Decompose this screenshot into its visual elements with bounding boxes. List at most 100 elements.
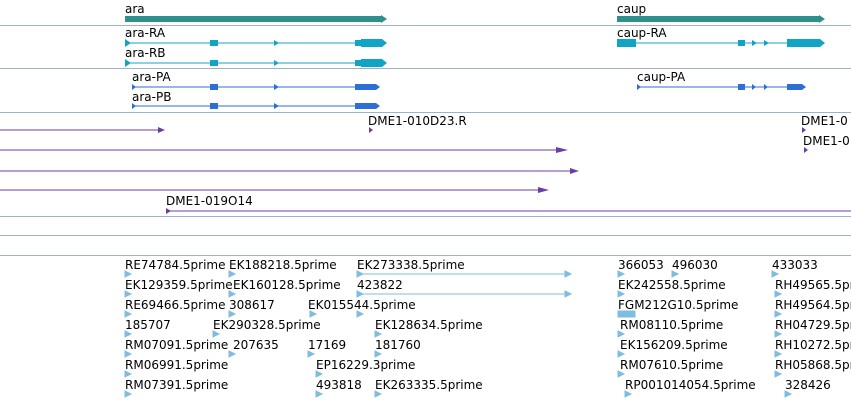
est-label[interactable]: RM07391.5prime xyxy=(125,378,229,392)
est-marker[interactable] xyxy=(671,270,680,278)
est-marker[interactable] xyxy=(564,270,573,278)
protein-ara-PB[interactable] xyxy=(132,103,380,109)
est-label[interactable]: RE69466.5prime xyxy=(125,298,226,312)
est-marker[interactable] xyxy=(564,290,573,298)
est-label[interactable]: 17169 xyxy=(308,338,347,352)
est-label[interactable]: 366053 xyxy=(618,258,664,272)
est-marker[interactable] xyxy=(124,290,133,298)
transcript-caup-RA[interactable] xyxy=(617,39,825,47)
protein-label-ara-PA[interactable]: ara-PA xyxy=(132,70,171,84)
est-marker[interactable] xyxy=(374,350,383,358)
est-marker[interactable] xyxy=(124,370,133,378)
clone-line-4[interactable] xyxy=(0,187,549,193)
est-marker[interactable] xyxy=(124,270,133,278)
est-marker[interactable] xyxy=(617,270,626,278)
transcript-ara-RB[interactable] xyxy=(125,59,387,67)
est-label[interactable]: EK015544.5prime xyxy=(308,298,416,312)
est-marker[interactable] xyxy=(228,350,237,358)
est-label[interactable]: 207635 xyxy=(233,338,279,352)
est-label[interactable]: EK156209.5prime xyxy=(620,338,728,352)
est-label[interactable]: EK263335.5prime xyxy=(375,378,483,392)
est-marker[interactable] xyxy=(774,290,783,298)
est-marker[interactable] xyxy=(774,310,783,318)
clone-label-DME1-010D23[interactable]: DME1-010D23.R xyxy=(368,114,467,128)
gene-label-caup[interactable]: caup xyxy=(617,2,647,16)
est-marker[interactable] xyxy=(374,330,383,338)
clone-DME1-0-marker-2[interactable] xyxy=(804,147,808,153)
est-marker[interactable] xyxy=(124,350,133,358)
est-label[interactable]: RM07091.5prime xyxy=(125,338,229,352)
clone-label-DME1-019O14[interactable]: DME1-019O14 xyxy=(166,194,253,208)
est-label[interactable]: RH49565.5prime xyxy=(775,278,851,292)
clone-line-2[interactable] xyxy=(0,147,568,153)
est-label[interactable]: 496030 xyxy=(672,258,718,272)
clone-line-5[interactable] xyxy=(166,208,851,214)
est-block[interactable] xyxy=(617,310,636,318)
est-label[interactable]: 185707 xyxy=(125,318,171,332)
est-label[interactable]: EK273338.5prime xyxy=(357,258,465,272)
est-label[interactable]: EP16229.3prime xyxy=(316,358,416,372)
protein-label-ara-PB[interactable]: ara-PB xyxy=(132,90,172,104)
est-marker[interactable] xyxy=(617,290,626,298)
est-label[interactable]: RH04729.5prime xyxy=(775,318,851,332)
est-label[interactable]: RH49564.5prime xyxy=(775,298,851,312)
clone-DME1-010D23-marker[interactable] xyxy=(369,127,373,133)
est-label[interactable]: 308617 xyxy=(229,298,275,312)
est-label[interactable]: RM06991.5prime xyxy=(125,358,229,372)
est-marker[interactable] xyxy=(356,290,365,298)
est-label[interactable]: RM08110.5prime xyxy=(620,318,724,332)
est-marker[interactable] xyxy=(228,290,237,298)
est-marker[interactable] xyxy=(617,370,626,378)
est-label[interactable]: 181760 xyxy=(375,338,421,352)
est-label[interactable]: RE74784.5prime xyxy=(125,258,226,272)
est-marker[interactable] xyxy=(228,310,237,318)
est-marker[interactable] xyxy=(356,270,365,278)
est-label[interactable]: 493818 xyxy=(316,378,362,392)
clone-label-DME1-0-1[interactable]: DME1-0 xyxy=(801,114,848,128)
est-marker[interactable] xyxy=(374,390,383,398)
est-label[interactable]: FGM212G10.5prime xyxy=(618,298,739,312)
est-label[interactable]: 433033 xyxy=(772,258,818,272)
est-label[interactable]: RH10272.5prime xyxy=(775,338,851,352)
transcript-ara-RA[interactable] xyxy=(125,39,387,47)
est-marker[interactable] xyxy=(228,270,237,278)
est-label[interactable]: EK128634.5prime xyxy=(375,318,483,332)
transcript-label-ara-RA[interactable]: ara-RA xyxy=(125,26,166,40)
est-marker[interactable] xyxy=(784,390,793,398)
est-label[interactable]: 328426 xyxy=(785,378,831,392)
est-marker[interactable] xyxy=(774,370,783,378)
est-label[interactable]: 423822 xyxy=(357,278,403,292)
est-marker[interactable] xyxy=(315,390,324,398)
est-label[interactable]: EK188218.5prime xyxy=(229,258,337,272)
gene-label-ara[interactable]: ara xyxy=(125,2,145,16)
est-marker[interactable] xyxy=(124,390,133,398)
est-label[interactable]: EK290328.5prime xyxy=(213,318,321,332)
est-marker[interactable] xyxy=(617,350,626,358)
est-marker[interactable] xyxy=(124,330,133,338)
est-label[interactable]: RH05868.5prime xyxy=(775,358,851,372)
est-marker[interactable] xyxy=(771,270,780,278)
est-marker[interactable] xyxy=(124,310,133,318)
est-label[interactable]: EK129359.5prime xyxy=(125,278,233,292)
clone-DME1-0-marker-1[interactable] xyxy=(802,127,806,133)
protein-ara-PA[interactable] xyxy=(132,84,380,90)
est-marker[interactable] xyxy=(774,350,783,358)
est-marker[interactable] xyxy=(774,330,783,338)
est-label[interactable]: EK160128.5prime xyxy=(233,278,341,292)
est-marker[interactable] xyxy=(212,330,221,338)
gene-bar-ara[interactable] xyxy=(125,16,381,22)
transcript-label-ara-RB[interactable]: ara-RB xyxy=(125,46,166,60)
protein-label-caup-PA[interactable]: caup-PA xyxy=(637,70,686,84)
est-label[interactable]: RM07610.5prime xyxy=(620,358,724,372)
est-marker[interactable] xyxy=(356,310,365,318)
est-marker[interactable] xyxy=(315,370,324,378)
clone-line-1[interactable] xyxy=(0,127,165,133)
est-marker[interactable] xyxy=(309,310,318,318)
clone-line-3[interactable] xyxy=(0,168,579,174)
est-marker[interactable] xyxy=(624,390,633,398)
gene-bar-caup[interactable] xyxy=(617,16,819,22)
est-marker[interactable] xyxy=(617,330,626,338)
est-label[interactable]: RP001014054.5prime xyxy=(625,378,756,392)
clone-label-DME1-0-2[interactable]: DME1-0 xyxy=(803,134,850,148)
